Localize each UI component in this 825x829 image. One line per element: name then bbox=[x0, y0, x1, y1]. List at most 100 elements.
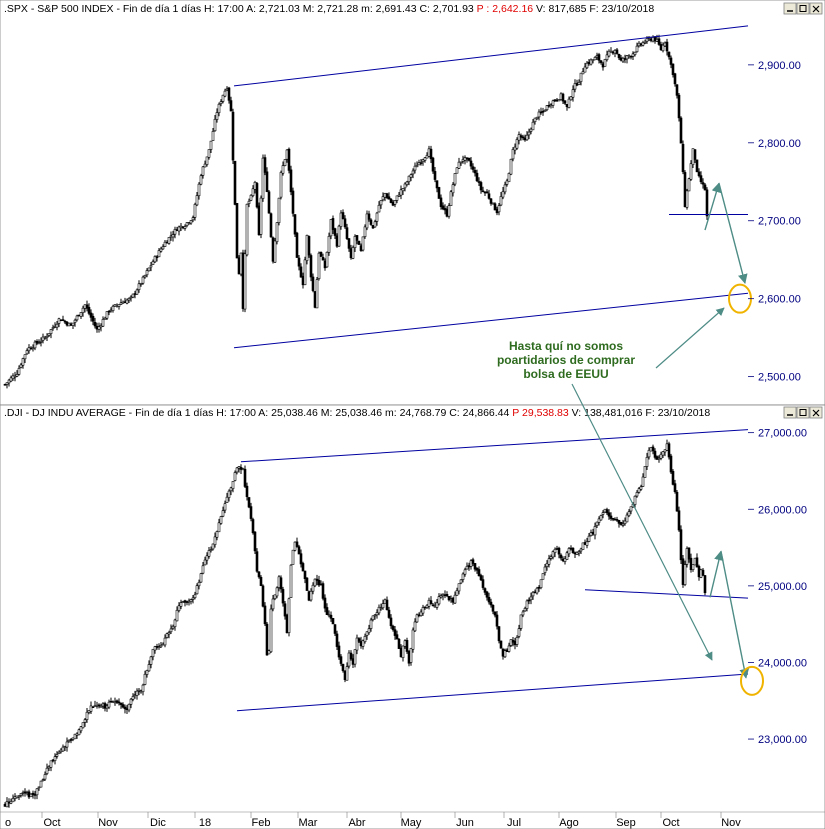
candle-body bbox=[653, 450, 657, 458]
candle-body bbox=[379, 607, 383, 610]
candle-body bbox=[447, 596, 451, 601]
candle-body bbox=[173, 228, 177, 235]
candle-body bbox=[289, 169, 293, 193]
candle-body bbox=[405, 181, 409, 185]
x-tick-label: Ago bbox=[559, 817, 579, 829]
dji-maximize-button[interactable] bbox=[796, 406, 810, 419]
candle-body bbox=[519, 614, 523, 629]
x-tick-label: Feb bbox=[252, 817, 271, 829]
candle-body bbox=[641, 476, 645, 487]
candle-body bbox=[701, 182, 705, 185]
candle-body bbox=[527, 599, 531, 602]
candle-body bbox=[625, 514, 629, 523]
candle-body bbox=[163, 241, 167, 247]
candle-body bbox=[459, 579, 463, 584]
candle-body bbox=[361, 236, 365, 251]
candle-body bbox=[3, 383, 7, 386]
candle-body bbox=[561, 93, 565, 102]
candle-body bbox=[107, 310, 111, 313]
x-tick-label: Dic bbox=[150, 817, 166, 829]
candle-body bbox=[253, 531, 257, 552]
candle-body bbox=[75, 315, 79, 321]
candle-body bbox=[389, 617, 393, 627]
candle-body bbox=[249, 194, 253, 201]
candle-body bbox=[29, 793, 33, 798]
candle-body bbox=[167, 237, 171, 244]
candle-body bbox=[267, 191, 271, 214]
candle-body bbox=[139, 690, 143, 693]
candle-body bbox=[373, 221, 377, 228]
candle-body bbox=[301, 563, 305, 572]
candle-body bbox=[597, 518, 601, 523]
candle-body bbox=[253, 181, 257, 190]
candle-body bbox=[33, 341, 37, 349]
candle-body bbox=[439, 595, 443, 598]
candle-body bbox=[581, 71, 585, 75]
minimize-icon[interactable] bbox=[783, 2, 797, 15]
candle-body bbox=[157, 646, 161, 648]
candle-body bbox=[453, 173, 457, 185]
candle-body bbox=[557, 547, 561, 555]
candle-body bbox=[45, 767, 49, 774]
candle-body bbox=[69, 739, 73, 741]
candle-body bbox=[437, 596, 441, 605]
candle-body bbox=[209, 549, 213, 551]
candle-body bbox=[635, 492, 639, 497]
candle-body bbox=[593, 57, 597, 61]
candle-body bbox=[269, 213, 273, 238]
candle-body bbox=[227, 87, 231, 101]
candle-body bbox=[573, 83, 577, 90]
candle-body bbox=[671, 471, 675, 485]
candle-body bbox=[381, 603, 385, 609]
candle-body bbox=[501, 191, 505, 198]
dji-minimize-button[interactable] bbox=[783, 406, 797, 419]
candle-body bbox=[69, 323, 73, 326]
candle-body bbox=[623, 520, 627, 524]
candle-body bbox=[533, 117, 537, 122]
candle-body bbox=[439, 197, 443, 207]
candle-body bbox=[201, 166, 205, 176]
candle-body bbox=[579, 548, 583, 552]
candle-body bbox=[279, 172, 283, 198]
maximize-icon[interactable] bbox=[796, 406, 810, 419]
candle-body bbox=[71, 322, 75, 326]
candle-body bbox=[625, 55, 629, 60]
candle-body bbox=[315, 279, 319, 309]
candle-body bbox=[423, 157, 427, 161]
dji-close-button[interactable] bbox=[809, 406, 823, 419]
candle-body bbox=[395, 634, 399, 640]
maximize-icon[interactable] bbox=[796, 2, 810, 15]
candle-body bbox=[471, 166, 475, 170]
candle-body bbox=[305, 577, 309, 591]
candle-body bbox=[303, 570, 307, 580]
candle-body bbox=[551, 551, 555, 558]
y-tick-label: 2,700.00 bbox=[758, 216, 801, 228]
candle-body bbox=[539, 579, 543, 588]
candle-body bbox=[365, 213, 369, 229]
candle-body bbox=[79, 312, 83, 317]
candle-body bbox=[113, 701, 117, 704]
spx-minimize-button[interactable] bbox=[783, 2, 797, 15]
candle-body bbox=[237, 466, 241, 469]
candle-body bbox=[235, 203, 239, 259]
spx-close-button[interactable] bbox=[809, 2, 823, 15]
candle-body bbox=[123, 301, 127, 304]
candle-body bbox=[187, 600, 191, 603]
candle-body bbox=[61, 319, 65, 321]
spx-maximize-button[interactable] bbox=[796, 2, 810, 15]
candle-body bbox=[127, 298, 131, 301]
candle-body bbox=[675, 491, 679, 512]
candle-body bbox=[641, 42, 645, 46]
candle-body bbox=[13, 796, 17, 799]
candle-body bbox=[479, 182, 483, 191]
candle-body bbox=[669, 455, 673, 473]
candle-body bbox=[467, 157, 471, 161]
candle-body bbox=[171, 625, 175, 629]
candle-body bbox=[385, 193, 389, 198]
candle-body bbox=[487, 597, 491, 603]
candle-body bbox=[373, 614, 377, 617]
candle-body bbox=[659, 453, 663, 459]
candle-body bbox=[595, 521, 599, 526]
candle-body bbox=[339, 656, 343, 664]
minimize-icon[interactable] bbox=[783, 406, 797, 419]
